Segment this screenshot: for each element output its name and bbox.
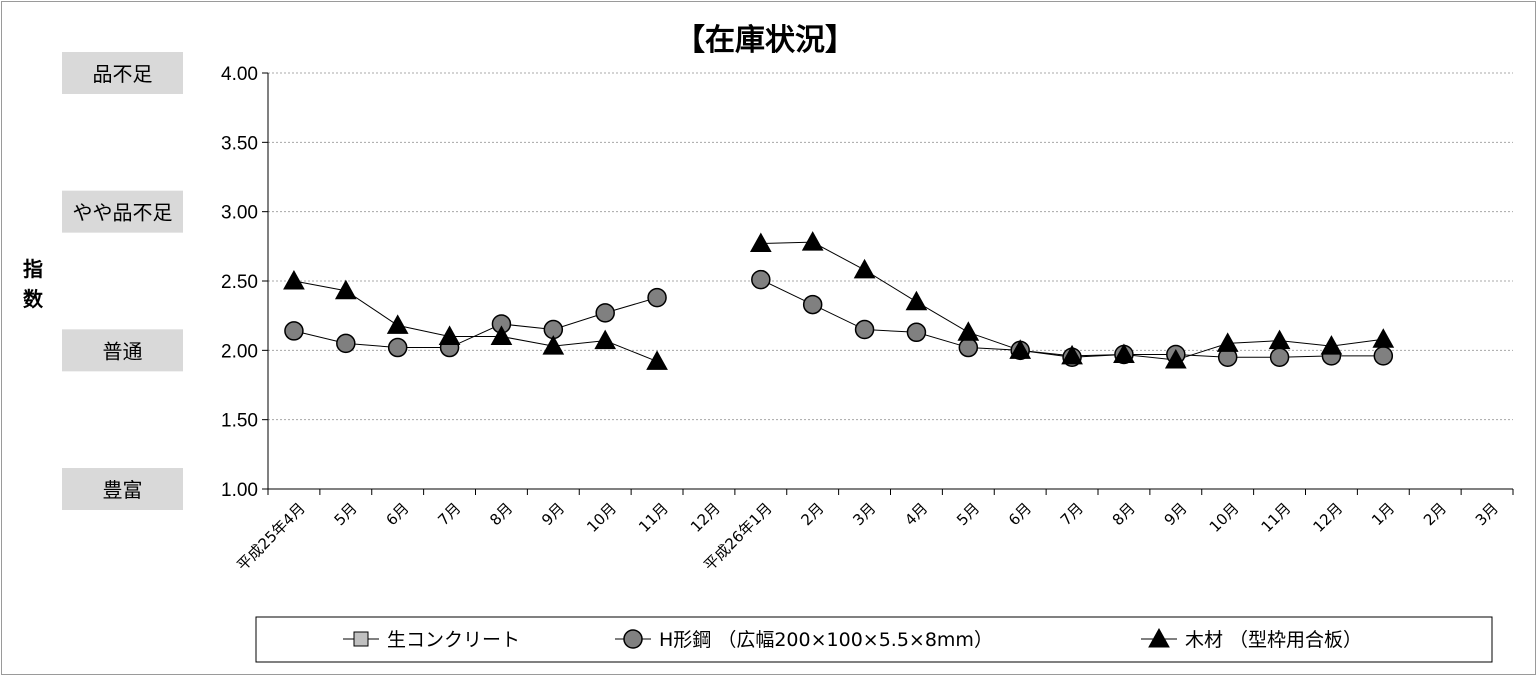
x-tick-label: 9月 <box>538 499 568 529</box>
triangle-marker <box>283 269 305 290</box>
x-tick-label: 1月 <box>1368 499 1398 529</box>
x-tick-label: 2月 <box>797 499 827 529</box>
triangle-marker <box>334 279 357 300</box>
x-tick-label: 10月 <box>1206 499 1243 536</box>
circle-marker <box>802 294 823 315</box>
y-tick-label: 2.50 <box>221 272 258 293</box>
series-line <box>760 241 1384 361</box>
triangle-marker <box>594 329 617 350</box>
triangle-marker <box>1164 349 1187 369</box>
y-category-label: やや品不足 <box>73 201 173 225</box>
x-tick-label: 平成25年4月 <box>233 499 308 574</box>
triangle-marker <box>853 258 876 279</box>
legend: 生コンクリート H形鋼 （広幅200×100×5.5×8mm） 木材 （型枠用合板） <box>255 616 1493 663</box>
triangle-marker <box>905 290 928 311</box>
x-tick-label: 6月 <box>382 499 412 529</box>
gridlines <box>268 72 1513 421</box>
legend-circle-marker <box>623 629 643 649</box>
y-category-box <box>62 468 183 510</box>
circle-marker <box>854 319 875 340</box>
triangle-marker <box>1320 335 1343 355</box>
x-tick-label: 10月 <box>583 499 620 536</box>
y-axis-label-char-2: 数 <box>23 287 44 311</box>
y-tick-label: 1.50 <box>221 411 258 432</box>
y-tick-label: 4.00 <box>221 64 258 85</box>
y-tick-label: 1.00 <box>221 480 258 501</box>
circle-marker <box>387 337 408 358</box>
triangle-marker <box>749 232 772 253</box>
x-tick-label: 3月 <box>849 499 879 529</box>
y-tick-labels: 4.00 3.50 3.00 2.50 2.00 1.50 1.00 <box>221 64 258 501</box>
x-tick-label: 2月 <box>1420 499 1450 529</box>
axes <box>262 72 1514 495</box>
x-tick-label: 8月 <box>486 499 516 529</box>
triangle-marker <box>801 231 824 251</box>
triangle-marker <box>1113 343 1135 363</box>
x-tick-label: 9月 <box>1161 499 1191 529</box>
legend-label: 生コンクリート <box>387 629 520 651</box>
triangle-marker <box>1061 344 1083 365</box>
legend-square-marker <box>353 631 369 647</box>
y-tick-label: 3.50 <box>221 133 258 154</box>
x-tick-label: 5月 <box>331 499 361 529</box>
x-tick-label: 7月 <box>434 499 464 529</box>
circle-marker <box>958 337 979 358</box>
chart-title: 【在庫状況】 <box>675 23 855 58</box>
x-tick-label: 5月 <box>953 499 983 529</box>
y-category-label: 豊富 <box>103 478 143 502</box>
triangle-marker <box>490 325 513 345</box>
triangle-marker <box>1009 339 1032 359</box>
x-tick-label: 12月 <box>1309 499 1346 536</box>
y-category-box <box>62 190 183 233</box>
y-tick-label: 3.00 <box>221 203 258 224</box>
legend-label: H形鋼 （広幅200×100×5.5×8mm） <box>659 629 993 651</box>
y-category-label: 普通 <box>103 339 143 363</box>
x-tick-label: 11月 <box>635 499 672 536</box>
circle-marker <box>284 321 304 341</box>
y-category-box <box>62 52 183 94</box>
legend-label: 木材 （型枠用合板） <box>1185 629 1362 651</box>
legend-triangle-marker <box>1148 627 1170 648</box>
triangle-marker <box>1268 329 1291 350</box>
circle-marker <box>906 322 927 343</box>
triangle-marker <box>1216 332 1239 352</box>
legend-box <box>255 616 1493 663</box>
x-tick-label: 6月 <box>1005 499 1035 529</box>
triangle-marker <box>957 321 980 341</box>
x-tick-label: 11月 <box>1258 499 1295 536</box>
triangle-marker <box>1372 328 1395 348</box>
y-category-box <box>62 329 183 372</box>
triangle-marker <box>542 335 565 355</box>
circle-marker <box>1373 346 1394 366</box>
triangle-marker <box>438 325 461 345</box>
y-tick-label: 2.00 <box>221 341 258 362</box>
circle-marker <box>595 303 615 323</box>
y-category-label: 品不足 <box>93 62 153 86</box>
y-axis-label-char-1: 指 <box>23 257 43 281</box>
triangle-marker <box>386 314 409 334</box>
circle-marker <box>647 287 667 308</box>
x-tick-label: 4月 <box>901 499 931 529</box>
x-tick-label: 12月 <box>687 499 724 536</box>
circle-marker <box>1269 347 1290 368</box>
x-tick-label: 8月 <box>1109 499 1139 529</box>
series-markers <box>283 231 1395 370</box>
triangle-marker <box>646 350 668 370</box>
circle-marker <box>336 333 356 354</box>
x-tick-label: 7月 <box>1057 499 1087 529</box>
x-tick-label: 3月 <box>1472 499 1502 529</box>
circle-marker <box>751 269 771 290</box>
